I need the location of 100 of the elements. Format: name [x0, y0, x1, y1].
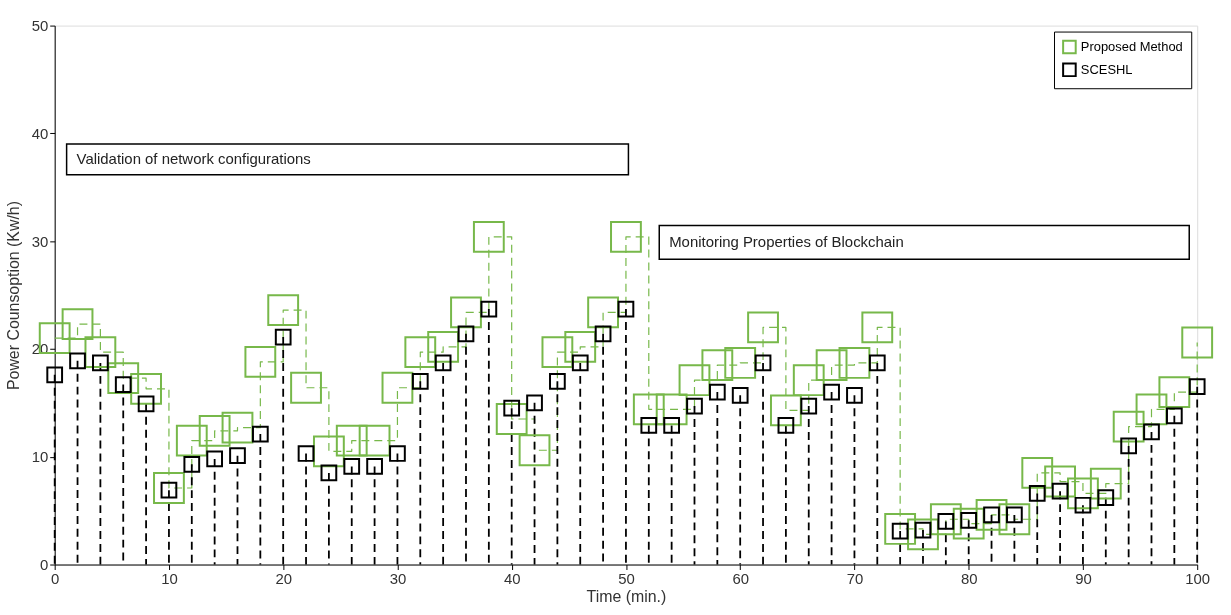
point	[1074, 496, 1092, 514]
point	[952, 507, 985, 540]
x-tick-label: 70	[846, 570, 864, 587]
point	[206, 450, 224, 468]
point	[229, 447, 246, 465]
point	[84, 336, 117, 369]
point	[594, 325, 612, 343]
point	[564, 330, 597, 363]
y-tick-label: 40	[31, 125, 49, 142]
point	[861, 311, 894, 344]
point	[1165, 407, 1183, 425]
point	[792, 364, 825, 397]
point	[1021, 456, 1054, 489]
point	[335, 424, 368, 457]
point	[495, 403, 528, 435]
point	[686, 397, 703, 415]
point	[404, 336, 437, 369]
point	[480, 300, 498, 318]
point	[175, 424, 208, 457]
point	[343, 458, 361, 475]
point	[503, 399, 521, 417]
point	[366, 458, 383, 475]
point	[632, 393, 665, 426]
point	[1143, 423, 1160, 441]
x-tick-label: 60	[732, 570, 749, 587]
point	[617, 300, 635, 318]
point	[69, 352, 86, 370]
point	[549, 372, 566, 390]
point	[183, 455, 201, 473]
point	[1120, 437, 1138, 455]
point	[838, 347, 871, 379]
point	[701, 349, 734, 382]
point	[274, 328, 292, 346]
point	[389, 445, 406, 462]
point	[267, 294, 300, 327]
point	[411, 372, 429, 390]
point	[297, 445, 315, 462]
x-tick-label: 80	[960, 570, 978, 587]
point	[800, 397, 818, 415]
point	[137, 395, 155, 413]
legend-label: Proposed Method	[1080, 38, 1183, 54]
legend-label: SCESHL	[1080, 61, 1133, 77]
point	[290, 371, 322, 404]
point	[1089, 467, 1122, 500]
x-axis-title: Time (min.)	[586, 587, 667, 605]
x-tick-label: 0	[51, 570, 60, 587]
point	[1181, 326, 1214, 359]
point	[1135, 393, 1168, 426]
y-tick-label: 50	[31, 18, 49, 35]
point	[434, 354, 452, 372]
point	[975, 499, 1008, 531]
point	[663, 417, 681, 434]
x-tick-label: 30	[389, 570, 407, 587]
point	[708, 383, 726, 401]
point	[846, 386, 863, 404]
point	[1028, 485, 1046, 502]
point	[884, 513, 917, 545]
point	[1044, 465, 1077, 498]
point	[777, 417, 795, 434]
point	[221, 411, 254, 444]
point	[1051, 482, 1069, 500]
annotation: Monitoring Properties of Blockchain	[669, 234, 904, 251]
point	[1188, 378, 1206, 396]
point	[320, 464, 338, 482]
point	[868, 354, 886, 372]
x-tick-label: 50	[618, 570, 635, 587]
y-tick-label: 30	[31, 233, 49, 250]
point	[1158, 376, 1191, 408]
point	[823, 383, 840, 401]
point	[526, 394, 543, 412]
point	[678, 364, 711, 397]
point	[518, 434, 551, 467]
point	[587, 296, 620, 329]
point	[457, 325, 475, 343]
point	[153, 472, 185, 504]
x-tick-label: 90	[1075, 570, 1092, 587]
annotation: Validation of network configurations	[76, 151, 311, 168]
point	[815, 349, 848, 382]
point	[450, 296, 482, 329]
point	[46, 366, 64, 384]
point	[571, 354, 589, 372]
point	[754, 354, 772, 372]
point	[541, 336, 574, 369]
x-tick-label: 100	[1185, 570, 1211, 587]
point	[731, 386, 749, 404]
point	[381, 371, 414, 404]
y-tick-label: 10	[31, 449, 49, 466]
point	[610, 220, 642, 253]
x-tick-label: 20	[275, 570, 292, 587]
point	[655, 393, 688, 426]
point	[92, 354, 109, 372]
point	[251, 425, 269, 443]
y-axis-title: Power Counsoption (Kw/h)	[4, 201, 22, 391]
point	[1097, 489, 1115, 507]
point	[747, 311, 779, 344]
point	[61, 308, 94, 341]
point	[244, 345, 277, 378]
y-tick-label: 0	[39, 557, 49, 573]
point	[198, 414, 231, 447]
point	[472, 220, 505, 253]
